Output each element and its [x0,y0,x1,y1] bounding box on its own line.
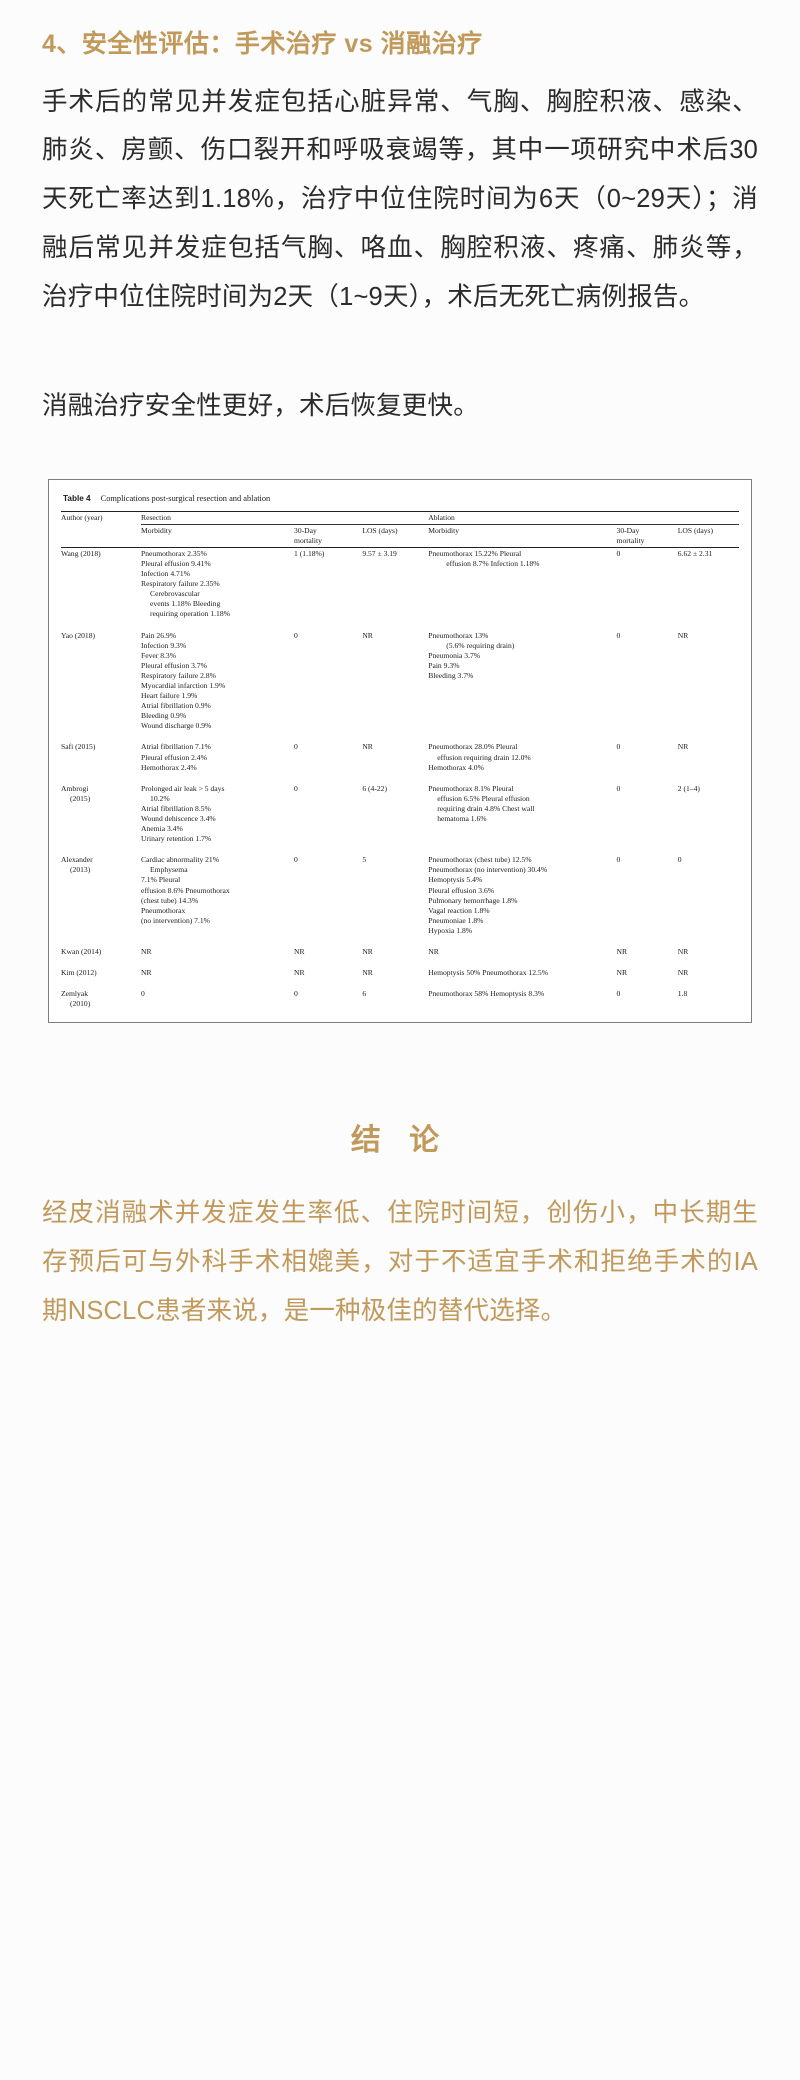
section-paragraph-1: 手术后的常见并发症包括心脏异常、气胸、胸腔积液、感染、肺炎、房颤、伤口裂开和呼吸… [42,87,758,312]
cell-resection-mortality: 0 [294,855,298,865]
cell-ablation-morbidity: Pneumothorax (chest tube) 12.5% Pneumotho… [428,855,548,935]
complications-table: Author (year) Resection Ablation Morbidi… [61,510,739,1011]
cell-author: Safi (2015) [61,742,96,752]
table-row: Alexander (2013) Cardiac abnormality 21% Em… [61,854,739,937]
table-body: Wang (2018) Pneumothorax 2.35% Pleural eff… [61,546,739,1010]
cell-resection-mortality: NR [294,968,305,978]
figure-table4-wrapper: Table 4 Complications post-surgical resec… [42,479,758,1024]
cell-resection-morbidity: Pneumothorax 2.35% Pleural effusion 9.41%… [141,546,295,621]
cell-ablation-los: 2 (1–4) [677,783,700,793]
cell-resection-morbidity: NR [141,947,152,957]
cell-resection-los: 6 (4-22) [362,783,387,793]
cell-ablation-mortality: NR [616,968,628,978]
conclusion-title: 结 论 [350,1124,450,1158]
table-row-spacer [61,774,739,783]
cell-ablation-mortality: 0 [616,855,621,865]
cell-ablation-mortality: 0 [616,546,678,621]
header-group-ablation: Ablation [428,510,739,525]
table-row: Kim (2012) NR NR NR Hemoptysis 50% Pneumotho… [61,967,739,979]
cell-ablation-los: 6.62 ± 2.31 [677,546,739,621]
cell-ablation-los: NR [677,742,689,752]
header-morbidity-resection: Morbidity [141,524,295,548]
header-morbidity-ablation: Morbidity [428,524,617,548]
header-mortality-ablation: 30-Day mortality [616,524,678,548]
table-row-spacer [61,732,739,741]
cell-resection-morbidity: 0 [141,989,145,999]
header-group-resection: Resection [141,510,429,525]
cell-resection-morbidity: Atrial fibrillation 7.1% Pleural effusion… [141,742,211,772]
cell-resection-morbidity: Cardiac abnormality 21% Emphysema 7.1% Ple… [141,855,230,925]
table-row-spacer [61,621,739,630]
table-row: Zemlyak (2010) 0 0 6 Pneumothorax 58% Hemopty… [61,988,739,1010]
cell-ablation-morbidity: Pneumothorax 15.22% Pleural effusion 8.7%… [428,546,617,621]
table-row: Wang (2018) Pneumothorax 2.35% Pleural eff… [61,546,739,621]
table-caption: Table 4 Complications post-surgical resec… [61,490,739,510]
conclusion-body: 经皮消融术并发症发生率低、住院时间短，创伤小，中长期生存预后可与外科手术相媲美，… [42,1199,758,1326]
cell-author: Alexander (2013) [61,855,93,875]
table-row: Safi (2015) Atrial fibrillation 7.1% Pleur… [61,741,739,773]
figure-table4: Table 4 Complications post-surgical resec… [48,479,752,1024]
table-row-spacer [61,979,739,988]
section-paragraph-2: 消融治疗安全性更好，术后恢复更快。 [42,392,479,421]
page-bottom-spacer [42,1336,758,1486]
cell-resection-morbidity: Prolonged air leak > 5 days 10.2% Atrial f… [141,783,225,844]
cell-resection-mortality: NR [294,947,305,957]
cell-ablation-morbidity: Pneumothorax 28.0% Pleural effusion requi… [428,742,531,772]
cell-resection-los: 9.57 ± 3.19 [362,546,429,621]
section-heading: 4、安全性评估：手术治疗 vs 消融治疗 [42,30,483,58]
cell-resection-mortality: 0 [294,742,298,752]
cell-resection-los: 6 [362,989,367,999]
header-author: Author (year) [61,510,142,548]
table-header-subcols: Morbidity 30-Day mortality LOS (days) Mo… [61,524,739,548]
table-row-spacer [61,937,739,946]
cell-ablation-los: NR [677,630,689,640]
header-los-ablation: LOS (days) [677,524,739,548]
cell-ablation-morbidity: Pneumothorax 8.1% Pleural effusion 6.5% P… [428,783,535,823]
cell-author: Wang (2018) [61,546,142,621]
cell-resection-los: NR [362,968,373,978]
cell-ablation-los: NR [677,947,689,957]
cell-resection-morbidity: Pain 26.9% Infection 9.3% Fever 8.3% Pleura… [141,630,226,731]
cell-author: Kim (2012) [61,968,97,978]
cell-ablation-mortality: 0 [616,742,621,752]
cell-ablation-morbidity: Pneumothorax 13% (5.6% requiring drain) Pn… [428,630,515,680]
cell-ablation-mortality: 0 [616,989,621,999]
cell-resection-morbidity: NR [141,968,152,978]
cell-ablation-los: NR [677,968,689,978]
table-row: Kwan (2014) NR NR NR NR NR NR [61,946,739,958]
cell-ablation-mortality: 0 [616,630,621,640]
table-row: Yao (2018) Pain 26.9% Infection 9.3% Fever … [61,630,739,733]
table-header-groups: Author (year) Resection Ablation [61,510,739,548]
table-caption-text: Complications post-surgical resection an… [100,494,271,504]
cell-resection-los: NR [362,947,373,957]
cell-author: Zemlyak (2010) [61,989,91,1009]
cell-resection-mortality: 0 [294,630,298,640]
cell-ablation-morbidity: NR [428,947,439,957]
cell-ablation-mortality: 0 [616,783,621,793]
article-content: 4、安全性评估：手术治疗 vs 消融治疗 手术后的常见并发症包括心脏异常、气胸、… [42,30,758,1486]
cell-ablation-morbidity: Hemoptysis 50% Pneumothorax 12.5% [428,968,549,978]
cell-resection-mortality: 0 [294,783,298,793]
header-los-resection: LOS (days) [362,524,429,548]
cell-ablation-los: 0 [677,855,682,865]
cell-ablation-morbidity: Pneumothorax 58% Hemoptysis 8.3% [428,989,545,999]
table-row: Ambrogi (2015) Prolonged air leak > 5 days… [61,783,739,846]
cell-author: Yao (2018) [61,630,96,640]
cell-resection-los: NR [362,630,373,640]
cell-author: Ambrogi (2015) [61,783,91,803]
cell-resection-mortality: 1 (1.18%) [294,546,363,621]
cell-ablation-mortality: NR [616,947,628,957]
cell-resection-mortality: 0 [294,989,298,999]
header-mortality-resection: 30-Day mortality [294,524,363,548]
cell-resection-los: 5 [362,855,367,865]
table-caption-label: Table 4 [63,494,91,504]
table-row-spacer [61,845,739,854]
cell-author: Kwan (2014) [61,947,102,957]
table-row-spacer [61,958,739,967]
cell-resection-los: NR [362,742,373,752]
cell-ablation-los: 1.8 [677,989,688,999]
